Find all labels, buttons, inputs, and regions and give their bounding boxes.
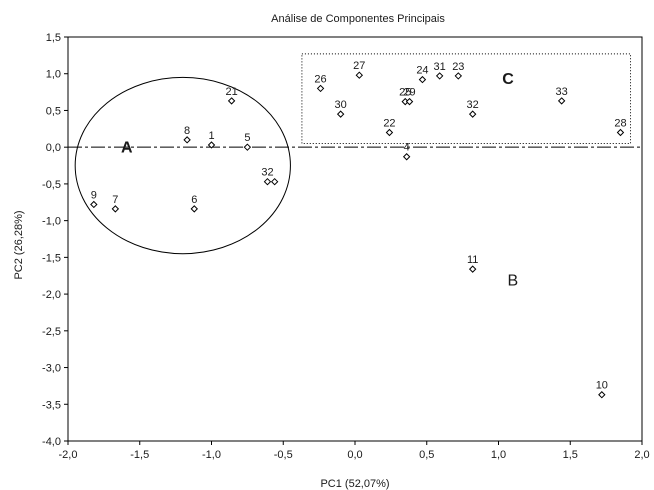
data-point-label: 31 — [434, 61, 446, 73]
y-tick-label: 1,0 — [46, 69, 61, 81]
x-axis-title: PC1 (52,07%) — [320, 478, 389, 490]
data-point-label: 32 — [467, 99, 479, 111]
data-point-label: 6 — [191, 194, 197, 206]
data-point — [435, 72, 444, 80]
y-tick-label: -0,5 — [42, 179, 61, 191]
group-a-label: A — [121, 140, 133, 157]
y-tick-label: 0,0 — [46, 142, 61, 154]
x-tick-label: -0,5 — [274, 449, 293, 461]
y-tick-label: -3,0 — [42, 363, 61, 375]
data-point — [355, 71, 364, 79]
group-a-ellipse — [74, 76, 291, 255]
y-tick-label: -3,5 — [42, 399, 61, 411]
y-tick-label: 1,5 — [46, 32, 61, 44]
data-point — [316, 84, 325, 93]
x-tick-label: 1,5 — [563, 449, 578, 461]
data-point — [111, 205, 120, 213]
x-tick-label: -2,0 — [59, 449, 78, 461]
data-point-label: 29 — [403, 87, 415, 99]
data-point-label: 27 — [353, 60, 365, 72]
data-point — [405, 97, 414, 106]
data-point-label: 1 — [208, 130, 214, 142]
group-c-box — [301, 53, 632, 145]
group-b-label: B — [508, 272, 519, 289]
data-point-label: 4 — [404, 142, 410, 154]
data-point — [468, 265, 477, 273]
y-tick-label: -1,0 — [42, 216, 61, 228]
data-point-label: 28 — [614, 117, 626, 129]
data-point-label: 8 — [184, 125, 190, 137]
data-point — [243, 143, 252, 151]
x-tick-label: 0,5 — [419, 449, 434, 461]
x-tick-label: 1,0 — [491, 449, 506, 461]
data-point — [468, 110, 477, 118]
y-tick-label: 0,5 — [46, 105, 61, 117]
data-point — [385, 128, 394, 137]
data-point — [454, 72, 463, 80]
data-point-label: 24 — [416, 65, 428, 77]
y-axis-title: PC2 (26,28%) — [13, 210, 25, 279]
group-c-label: C — [502, 71, 514, 88]
y-tick-label: -1,5 — [42, 252, 61, 264]
x-tick-label: -1,0 — [202, 449, 221, 461]
data-point — [418, 75, 427, 84]
data-point-label: 30 — [335, 99, 347, 111]
data-point-label: 23 — [452, 61, 464, 73]
data-point-label: 26 — [314, 73, 326, 85]
data-point — [263, 177, 272, 186]
data-point-label: 5 — [244, 132, 250, 144]
data-point — [616, 128, 625, 137]
x-tick-label: -1,5 — [130, 449, 149, 461]
y-tick-label: -4,0 — [42, 436, 61, 448]
data-point-label: 21 — [225, 86, 237, 98]
data-point-label: 33 — [556, 86, 568, 98]
data-point-label: 25 — [399, 87, 411, 99]
chart-title: Análise de Componentes Principais — [271, 13, 445, 25]
data-point — [90, 200, 98, 209]
data-point — [270, 177, 279, 186]
x-tick-label: 0,0 — [347, 449, 362, 461]
data-point-label: 11 — [467, 254, 478, 266]
plot-area: -2,0 -1,5 -1,0 -0,5 0,0 0,5 1,0 1,5 2,0 1,5 1,0 0,5… — [42, 32, 650, 461]
data-point-label: 22 — [383, 117, 395, 129]
data-point — [183, 136, 191, 144]
data-point-label: 9 — [91, 189, 97, 201]
data-point — [557, 97, 566, 105]
data-point-label: 10 — [596, 380, 608, 392]
data-point — [402, 153, 411, 161]
data-point — [207, 141, 216, 149]
data-point-label: 32 — [261, 167, 273, 179]
data-point-label: 7 — [112, 194, 118, 206]
y-tick-label: -2,5 — [42, 326, 61, 338]
data-point — [227, 97, 236, 105]
y-tick-label: -2,0 — [42, 289, 61, 301]
x-tick-label: 2,0 — [634, 449, 649, 461]
data-point — [190, 205, 198, 213]
data-point — [336, 110, 345, 118]
data-point — [598, 391, 606, 399]
